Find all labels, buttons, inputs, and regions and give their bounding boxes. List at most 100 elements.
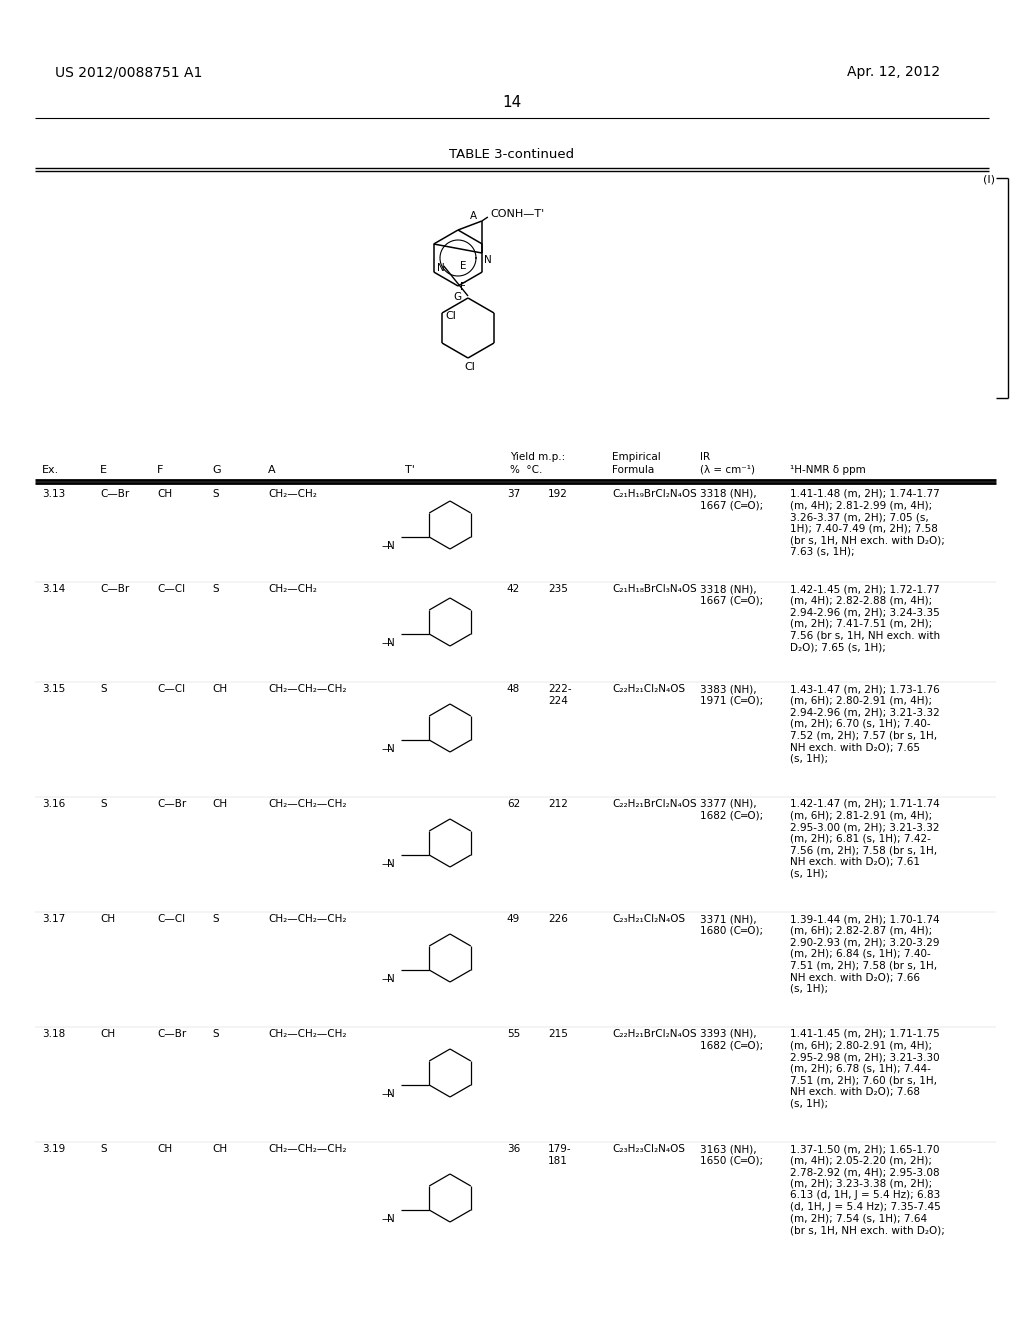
Text: CH₂—CH₂—CH₂: CH₂—CH₂—CH₂ — [268, 1144, 346, 1154]
Text: CH: CH — [157, 488, 172, 499]
Text: C₂₂H₂₁BrCl₂N₄OS: C₂₂H₂₁BrCl₂N₄OS — [612, 799, 696, 809]
Text: US 2012/0088751 A1: US 2012/0088751 A1 — [55, 65, 203, 79]
Text: 1.41-1.48 (m, 2H); 1.74-1.77
(m, 4H); 2.81-2.99 (m, 4H);
3.26-3.37 (m, 2H); 7.05: 1.41-1.48 (m, 2H); 1.74-1.77 (m, 4H); 2.… — [790, 488, 945, 557]
Text: CH: CH — [212, 1144, 227, 1154]
Text: C₂₂H₂₁Cl₂N₄OS: C₂₂H₂₁Cl₂N₄OS — [612, 684, 685, 694]
Text: 3.15: 3.15 — [42, 684, 66, 694]
Text: G: G — [453, 292, 461, 302]
Text: 3393 (NH),
1682 (C═O);: 3393 (NH), 1682 (C═O); — [700, 1030, 763, 1051]
Text: CH₂—CH₂—CH₂: CH₂—CH₂—CH₂ — [268, 799, 346, 809]
Text: N: N — [387, 638, 395, 648]
Text: C—Br: C—Br — [157, 1030, 186, 1039]
Text: 192: 192 — [548, 488, 568, 499]
Text: CH: CH — [100, 1030, 115, 1039]
Text: CH₂—CH₂—CH₂: CH₂—CH₂—CH₂ — [268, 913, 346, 924]
Text: 3.16: 3.16 — [42, 799, 66, 809]
Text: 36: 36 — [507, 1144, 520, 1154]
Text: 212: 212 — [548, 799, 568, 809]
Text: F: F — [157, 465, 164, 475]
Text: CH: CH — [212, 799, 227, 809]
Text: CH: CH — [212, 684, 227, 694]
Text: S: S — [100, 684, 106, 694]
Text: ¹H-NMR δ ppm: ¹H-NMR δ ppm — [790, 465, 865, 475]
Text: N: N — [387, 1089, 395, 1100]
Text: 55: 55 — [507, 1030, 520, 1039]
Text: CH₂—CH₂—CH₂: CH₂—CH₂—CH₂ — [268, 684, 346, 694]
Text: 3318 (NH),
1667 (C═O);: 3318 (NH), 1667 (C═O); — [700, 488, 763, 511]
Text: S: S — [212, 913, 219, 924]
Text: C—Cl: C—Cl — [157, 684, 185, 694]
Text: Formula: Formula — [612, 465, 654, 475]
Text: 179-
181: 179- 181 — [548, 1144, 571, 1166]
Text: C₂₂H₂₁BrCl₂N₄OS: C₂₂H₂₁BrCl₂N₄OS — [612, 1030, 696, 1039]
Text: 42: 42 — [507, 583, 520, 594]
Text: Cl: Cl — [445, 312, 456, 321]
Text: G: G — [212, 465, 220, 475]
Text: 14: 14 — [503, 95, 521, 110]
Text: Empirical: Empirical — [612, 451, 660, 462]
Text: N: N — [387, 541, 395, 550]
Text: N: N — [437, 263, 444, 273]
Text: —: — — [381, 541, 391, 550]
Text: 48: 48 — [507, 684, 520, 694]
Text: Yield m.p.:: Yield m.p.: — [510, 451, 565, 462]
Text: (λ = cm⁻¹): (λ = cm⁻¹) — [700, 465, 755, 475]
Text: A: A — [268, 465, 275, 475]
Text: 3377 (NH),
1682 (C═O);: 3377 (NH), 1682 (C═O); — [700, 799, 763, 821]
Text: —: — — [381, 1089, 391, 1100]
Text: Cl: Cl — [464, 362, 475, 372]
Text: —: — — [381, 1214, 391, 1224]
Text: E: E — [100, 465, 106, 475]
Text: 49: 49 — [507, 913, 520, 924]
Text: C—Br: C—Br — [100, 488, 129, 499]
Text: 1.42-1.45 (m, 2H); 1.72-1.77
(m, 4H); 2.82-2.88 (m, 4H);
2.94-2.96 (m, 2H); 3.24: 1.42-1.45 (m, 2H); 1.72-1.77 (m, 4H); 2.… — [790, 583, 940, 652]
Text: S: S — [100, 799, 106, 809]
Text: C—Br: C—Br — [157, 799, 186, 809]
Text: CH₂—CH₂: CH₂—CH₂ — [268, 583, 316, 594]
Text: 215: 215 — [548, 1030, 568, 1039]
Text: N: N — [387, 859, 395, 869]
Text: —: — — [381, 859, 391, 869]
Text: 3371 (NH),
1680 (C═O);: 3371 (NH), 1680 (C═O); — [700, 913, 763, 936]
Text: CONH—T': CONH—T' — [489, 209, 544, 219]
Text: —: — — [381, 744, 391, 754]
Text: C₂₁H₁₈BrCl₃N₄OS: C₂₁H₁₈BrCl₃N₄OS — [612, 583, 696, 594]
Text: 3.13: 3.13 — [42, 488, 66, 499]
Text: 3318 (NH),
1667 (C═O);: 3318 (NH), 1667 (C═O); — [700, 583, 763, 606]
Text: 235: 235 — [548, 583, 568, 594]
Text: 3.14: 3.14 — [42, 583, 66, 594]
Text: 37: 37 — [507, 488, 520, 499]
Text: CH: CH — [157, 1144, 172, 1154]
Text: S: S — [212, 583, 219, 594]
Text: S: S — [212, 488, 219, 499]
Text: 222-
224: 222- 224 — [548, 684, 571, 706]
Text: N: N — [387, 974, 395, 983]
Text: C—Br: C—Br — [100, 583, 129, 594]
Text: C—Cl: C—Cl — [157, 583, 185, 594]
Text: CH₂—CH₂: CH₂—CH₂ — [268, 488, 316, 499]
Text: 3.19: 3.19 — [42, 1144, 66, 1154]
Text: —: — — [381, 638, 391, 648]
Text: N: N — [484, 255, 492, 265]
Text: Apr. 12, 2012: Apr. 12, 2012 — [847, 65, 940, 79]
Text: IR: IR — [700, 451, 710, 462]
Text: CH₂—CH₂—CH₂: CH₂—CH₂—CH₂ — [268, 1030, 346, 1039]
Text: 3.18: 3.18 — [42, 1030, 66, 1039]
Text: 62: 62 — [507, 799, 520, 809]
Text: 1.37-1.50 (m, 2H); 1.65-1.70
(m, 4H); 2.05-2.20 (m, 2H);
2.78-2.92 (m, 4H); 2.95: 1.37-1.50 (m, 2H); 1.65-1.70 (m, 4H); 2.… — [790, 1144, 945, 1236]
Text: CH: CH — [100, 913, 115, 924]
Text: 1.42-1.47 (m, 2H); 1.71-1.74
(m, 6H); 2.81-2.91 (m, 4H);
2.95-3.00 (m, 2H); 3.21: 1.42-1.47 (m, 2H); 1.71-1.74 (m, 6H); 2.… — [790, 799, 940, 879]
Text: S: S — [100, 1144, 106, 1154]
Text: 3.17: 3.17 — [42, 913, 66, 924]
Text: A: A — [470, 211, 477, 220]
Text: N: N — [387, 744, 395, 754]
Text: Ex.: Ex. — [42, 465, 59, 475]
Text: 1.41-1.45 (m, 2H); 1.71-1.75
(m, 6H); 2.80-2.91 (m, 4H);
2.95-2.98 (m, 2H); 3.21: 1.41-1.45 (m, 2H); 1.71-1.75 (m, 6H); 2.… — [790, 1030, 940, 1109]
Text: 3163 (NH),
1650 (C═O);: 3163 (NH), 1650 (C═O); — [700, 1144, 763, 1166]
Text: 1.43-1.47 (m, 2H); 1.73-1.76
(m, 6H); 2.80-2.91 (m, 4H);
2.94-2.96 (m, 2H); 3.21: 1.43-1.47 (m, 2H); 1.73-1.76 (m, 6H); 2.… — [790, 684, 940, 763]
Text: C₂₃H₂₁Cl₂N₄OS: C₂₃H₂₁Cl₂N₄OS — [612, 913, 685, 924]
Text: 1.39-1.44 (m, 2H); 1.70-1.74
(m, 6H); 2.82-2.87 (m, 4H);
2.90-2.93 (m, 2H); 3.20: 1.39-1.44 (m, 2H); 1.70-1.74 (m, 6H); 2.… — [790, 913, 940, 994]
Text: E: E — [460, 261, 466, 271]
Text: 3383 (NH),
1971 (C═O);: 3383 (NH), 1971 (C═O); — [700, 684, 763, 706]
Text: F: F — [461, 282, 466, 292]
